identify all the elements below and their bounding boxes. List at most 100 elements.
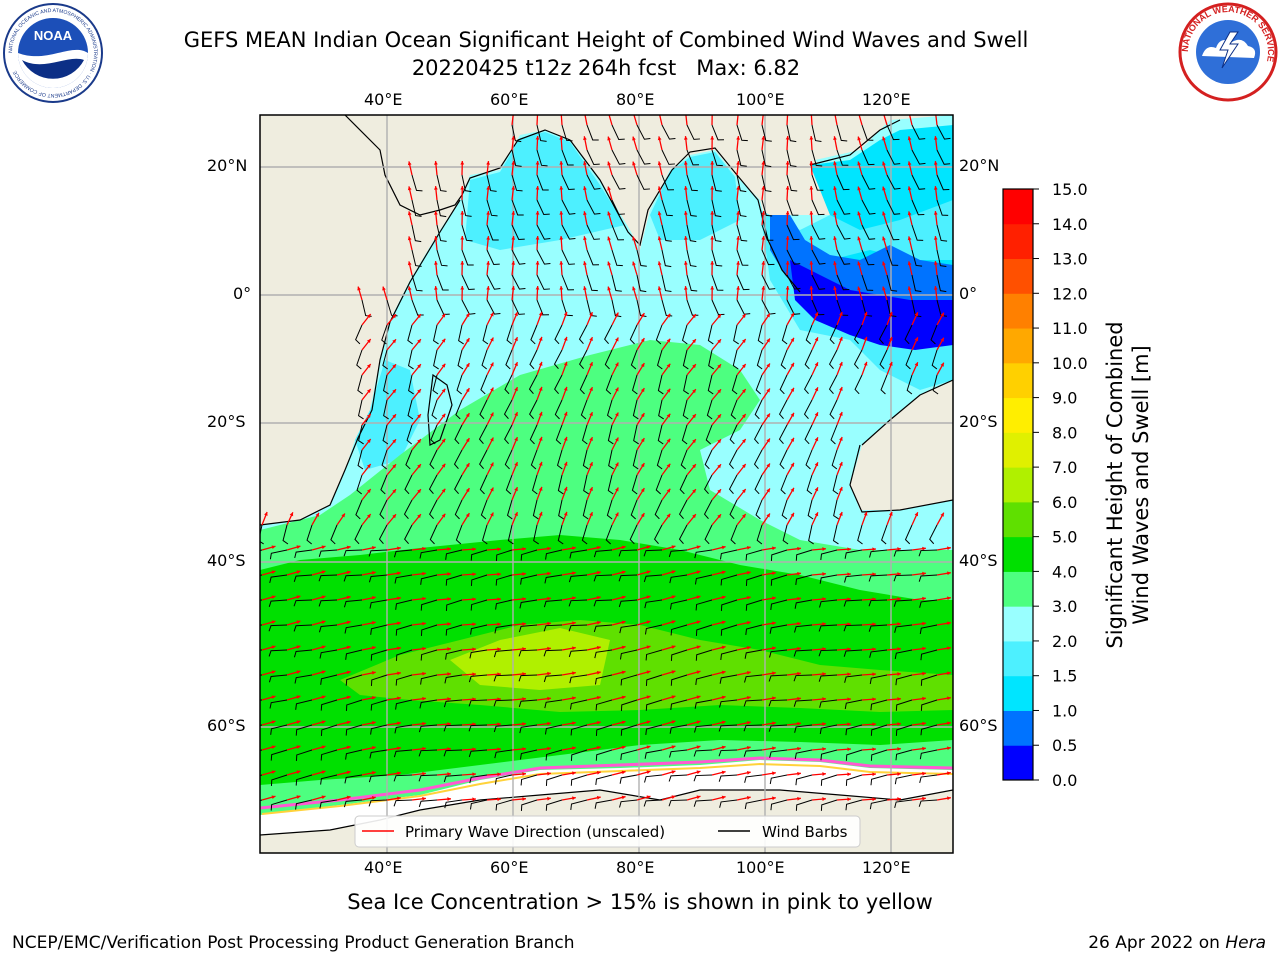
wave-arrow-head — [621, 695, 626, 700]
wave-arrow-head — [847, 772, 851, 777]
wind-barb — [870, 774, 888, 786]
wave-arrow-head — [666, 488, 671, 493]
wind-barb — [530, 324, 538, 345]
wave-arrow-head — [657, 161, 662, 166]
wave-arrow-head — [621, 670, 626, 675]
wind-barb — [619, 649, 638, 660]
wind-barb — [568, 649, 588, 658]
colorbar-swatch — [1003, 328, 1033, 364]
wind-barb — [570, 799, 588, 811]
wave-arrow-head — [766, 338, 770, 343]
wave-arrow-head — [346, 595, 351, 600]
wave-arrow-head — [441, 463, 446, 468]
wave-arrow-head — [522, 597, 526, 601]
wave-arrow-head — [589, 462, 593, 467]
wind-barb — [861, 224, 876, 240]
wave-arrow-head — [797, 796, 801, 801]
wind-barb — [793, 699, 813, 707]
wave-arrow-head — [671, 795, 676, 799]
wind-barb — [533, 524, 539, 545]
wind-barb — [861, 174, 876, 190]
wind-barb — [536, 199, 550, 216]
wind-barb — [694, 549, 713, 559]
wind-barb — [708, 349, 714, 370]
wind-barb — [861, 124, 874, 141]
wave-arrow-head — [536, 111, 540, 115]
sea-ice-edge — [260, 756, 953, 810]
wind-barb — [543, 624, 563, 632]
wind-barb — [718, 749, 738, 757]
wind-barb — [819, 724, 838, 735]
wind-barb — [486, 224, 499, 241]
wave-arrow-head — [839, 386, 843, 391]
wind-barb — [857, 524, 863, 545]
wind-barb — [881, 524, 888, 545]
wind-barb — [745, 574, 763, 586]
wave-arrow-head — [710, 111, 714, 115]
wind-barb — [330, 524, 338, 545]
wind-barb — [718, 724, 738, 732]
wind-barb — [761, 124, 772, 142]
wind-barb — [794, 724, 813, 733]
wind-barb — [320, 674, 338, 685]
wind-barb — [343, 574, 363, 582]
wave-arrow-head — [583, 161, 587, 166]
wave-arrow-head — [511, 161, 516, 165]
wind-barb — [380, 474, 388, 495]
wave-arrow-head — [947, 796, 951, 801]
wind-barb — [836, 224, 851, 240]
wind-barb — [569, 549, 588, 559]
wind-barb — [829, 324, 838, 345]
wind-barb — [694, 574, 713, 585]
wind-barb — [295, 724, 313, 736]
wind-barb — [678, 524, 688, 545]
wave-arrow-head — [863, 511, 868, 516]
wind-barb — [886, 274, 898, 292]
wind-barb — [432, 324, 439, 345]
wave-arrow-head — [596, 645, 601, 650]
wave-arrow-head — [596, 695, 601, 700]
colorbar-tick-label: 7.0 — [1052, 458, 1077, 477]
wave-arrow-head — [933, 236, 938, 240]
wind-barb — [529, 349, 538, 370]
wave-arrow-head — [514, 487, 518, 492]
wind-barb — [511, 224, 525, 241]
wind-barb — [294, 549, 313, 559]
wind-barb — [618, 599, 638, 608]
wind-barb — [543, 599, 563, 608]
wave-arrow-head — [296, 620, 301, 624]
wave-arrow-head — [907, 261, 912, 266]
wind-barb — [870, 699, 888, 711]
wind-barb — [670, 624, 688, 636]
wind-barb — [295, 699, 313, 710]
wind-barb — [536, 124, 547, 142]
wave-arrow-head — [632, 161, 636, 166]
wave-arrow-head — [511, 236, 516, 240]
wind-barb — [511, 299, 525, 315]
wind-barb — [608, 449, 614, 470]
wind-barb — [729, 499, 738, 520]
wave-arrow-head — [382, 286, 386, 291]
noaa-logo: NOAA NATIONAL OCEANIC AND ATMOSPHERIC AD… — [3, 3, 103, 103]
wave-arrow-head — [666, 388, 671, 393]
wind-barb — [670, 674, 688, 686]
wave-arrow-head — [721, 645, 726, 650]
wave-arrow-head — [922, 621, 926, 626]
wave-arrow-head — [621, 720, 626, 725]
colorbar-swatch — [1003, 745, 1033, 781]
wind-barb — [936, 274, 947, 293]
wind-barb — [745, 549, 763, 561]
wind-barb — [778, 424, 788, 445]
colorbar-swatch — [1003, 467, 1033, 503]
wave-arrow-head — [872, 797, 876, 802]
wind-barb — [655, 474, 663, 495]
wind-barb — [393, 774, 413, 782]
wave-arrow-head — [465, 413, 470, 418]
wind-barb — [904, 524, 913, 545]
wind-barb — [595, 749, 613, 761]
wind-barb — [518, 624, 538, 633]
wave-arrow-head — [497, 747, 501, 752]
wave-arrow-head — [572, 646, 576, 651]
wind-barb — [493, 674, 513, 682]
wave-arrow-head — [441, 363, 446, 368]
